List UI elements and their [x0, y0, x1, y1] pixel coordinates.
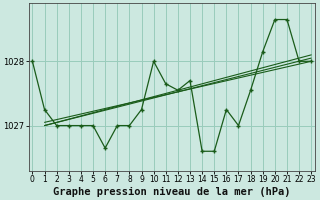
- X-axis label: Graphe pression niveau de la mer (hPa): Graphe pression niveau de la mer (hPa): [53, 186, 291, 197]
